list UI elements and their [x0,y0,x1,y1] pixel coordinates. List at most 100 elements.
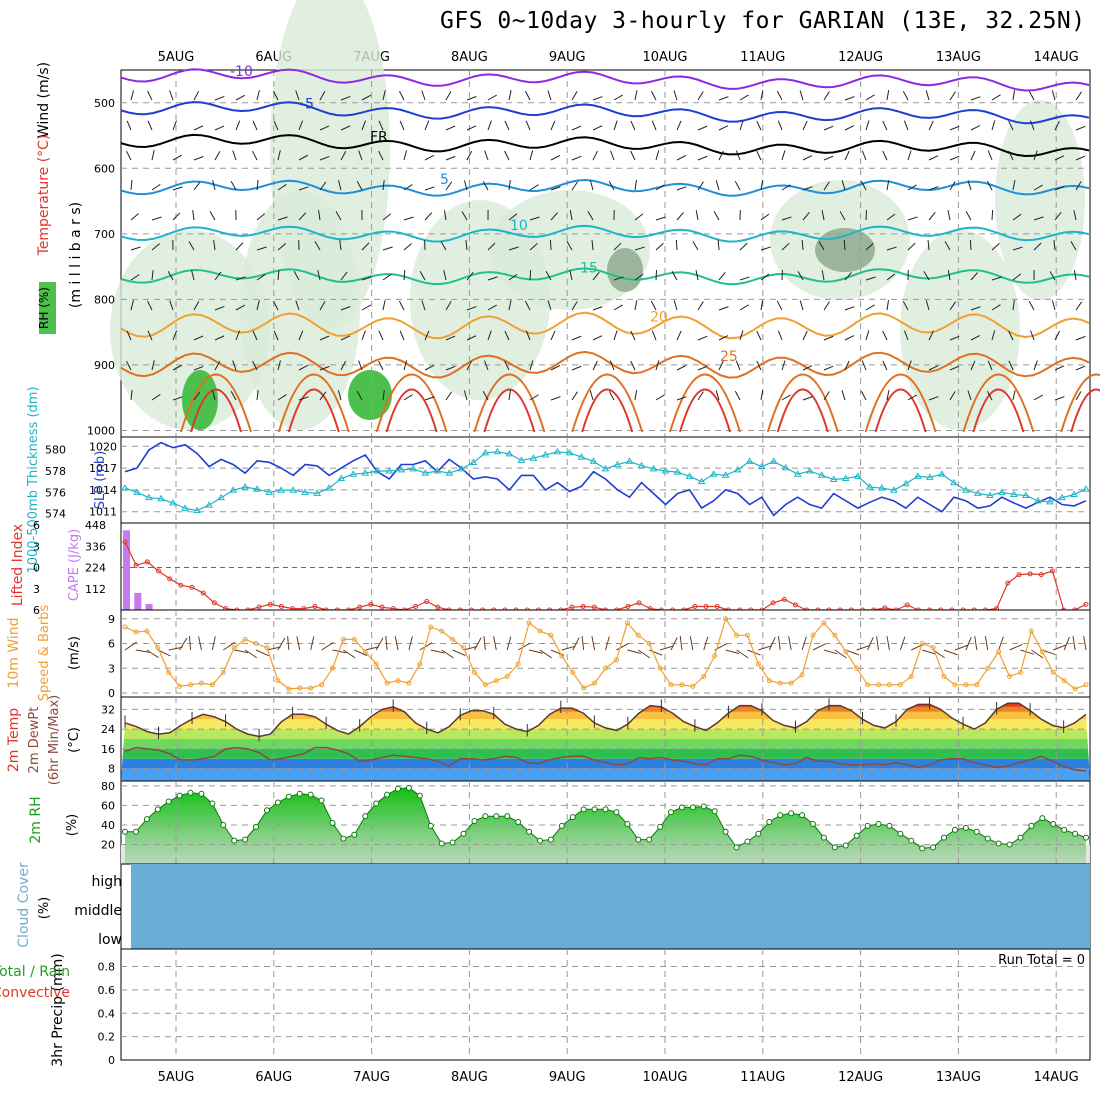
wind-barb [844,150,850,161]
wind-barb [802,120,808,131]
wind10-point [286,686,292,692]
wind-barb [445,181,453,191]
wind10-point [570,669,576,675]
wind10-barb [886,636,890,651]
wind10-point [220,669,226,675]
wind-barb [1073,270,1077,281]
rh-point [1050,820,1057,827]
wind-barb [886,273,896,281]
wind10-point [231,645,237,651]
thickness-point [385,467,394,474]
wind-barb [991,330,996,341]
wind-barb [214,335,225,341]
wind-barb [461,211,468,221]
wind10-point [1050,669,1056,675]
rh-point [635,836,642,843]
wind-barb [235,94,246,101]
wind10-point [744,632,750,638]
temp-band [121,748,1090,759]
pressure-tick: 700 [94,228,115,241]
thickness-tick: 576 [45,486,66,499]
wind-barb [777,330,783,341]
rh-point [209,800,216,807]
wind-barb [902,300,909,311]
wind-barb [991,276,1002,281]
wind-barb [608,180,615,191]
wind10-barb [539,649,552,659]
wind10-point [133,629,139,635]
rh-point [864,822,871,829]
thickness-point [1010,490,1018,497]
li-point [178,582,184,588]
thickness-point [373,467,382,474]
rh-point [700,803,707,810]
axis-label-precip: 3hr Precip (mm) [50,953,66,1066]
wind-barb [298,330,304,341]
wind10-barb [659,645,674,651]
thickness-point [877,484,886,491]
wind-barb [947,270,951,281]
pressure-tick: 1000 [87,424,115,437]
wind10-barb [856,644,871,651]
wind-barb [1012,390,1016,401]
wind10-barb [1072,636,1076,651]
wind-barb [466,125,477,131]
wind-barb [172,330,178,341]
rh-point [351,831,358,838]
thickness-point [529,454,538,461]
li-tick: 6 [33,604,40,617]
wind10-point [1007,674,1013,680]
wind-barb [1073,210,1077,221]
wind-barb [340,306,351,311]
wind-barb [571,91,578,101]
wind10-point [209,682,215,688]
thickness-point [205,501,213,508]
wind-barb [1049,271,1056,281]
wind10-point [537,628,543,634]
wind-barb [671,271,678,281]
wind-barb [1012,246,1023,251]
thickness-point [313,489,322,496]
wind10-point [865,682,871,688]
wind-barb [970,96,981,101]
wind-barb [571,125,582,131]
panel-frame [120,522,1091,611]
thickness-point [457,464,466,472]
thickness-point [193,506,201,513]
thickness-point [397,465,406,473]
axis-label-rh: RH (%) [37,287,51,329]
wind-barb [484,360,489,371]
wind-barb [715,180,720,191]
wind-barb [172,120,177,131]
isotherm-30 [581,388,634,433]
wind-barb [613,94,623,101]
wind10-barb [506,636,512,651]
wind-barb [907,242,916,251]
wind-barb [991,209,994,221]
wind-barb [358,150,363,161]
wind-barb [673,90,678,101]
wind-barb [172,212,181,221]
wind-barb [192,210,195,221]
thickness-point [721,471,730,478]
wind-barb [1033,360,1038,371]
wind-barb [760,90,764,101]
wind-barb [1075,391,1082,401]
wind-barb [424,120,430,131]
wind10-barb [179,637,188,651]
wind10-barb [965,636,972,651]
wind-barb [340,360,347,371]
wind-barb [421,300,426,311]
li-point [714,603,720,609]
wind-barb [235,242,244,251]
wind-barb [232,360,237,371]
li-point [692,603,698,609]
rh-point [657,823,664,830]
axis-label-thickness: 1000-500mb Thickness (dm) [26,386,41,573]
wind-barb [256,390,259,401]
wind-barb [550,186,561,191]
wind10-point [1028,628,1034,634]
date-label-bottom: 13AUG [936,1070,981,1085]
wind10-point [1061,678,1067,684]
wind-barb [676,120,682,131]
